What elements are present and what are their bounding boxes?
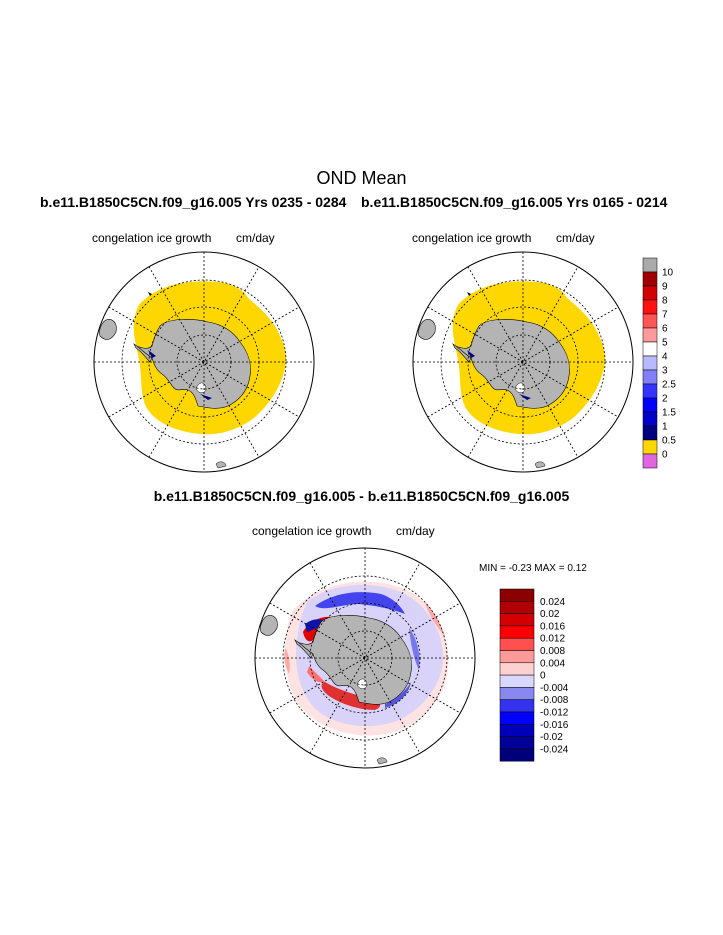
colorbar-top-label: 9 <box>662 282 668 293</box>
colorbar-diff-label: -0.004 <box>540 683 569 694</box>
colorbar-top-swatch <box>642 299 658 315</box>
colorbar-top-label: 0.5 <box>662 436 676 447</box>
colorbar-difference: 0.0240.020.0160.0120.0080.0040-0.004-0.0… <box>499 588 569 762</box>
colorbar-top-swatch <box>642 397 658 413</box>
map-top-left <box>93 251 315 473</box>
colorbar-diff-swatch <box>499 613 535 627</box>
colorbar-diff-label: 0.016 <box>540 621 565 632</box>
colorbar-top-swatch <box>642 257 658 273</box>
colorbar-top-swatch <box>642 383 658 399</box>
colorbar-diff-label: 0.012 <box>540 634 565 645</box>
colorbar-diff-swatch <box>499 687 535 700</box>
colorbar-diff-swatch <box>499 674 535 688</box>
colorbar-top-label: 0 <box>662 450 668 461</box>
colorbar-top-swatch <box>642 425 658 441</box>
colorbar-top-swatch <box>642 369 658 385</box>
run-title-right: b.e11.B1850C5CN.f09_g16.005 Yrs 0165 - 0… <box>361 194 668 210</box>
colorbar-top-swatch <box>642 327 658 343</box>
colorbar-top-label: 1.5 <box>662 408 676 419</box>
units-label-right: cm/day <box>556 231 595 245</box>
colorbar-diff-label: -0.02 <box>540 732 563 743</box>
colorbar-diff-label: 0 <box>540 671 546 682</box>
run-title-difference: b.e11.B1850C5CN.f09_g16.005 - b.e11.B185… <box>153 488 570 504</box>
colorbar-top-label: 7 <box>662 310 668 321</box>
colorbar-top: 10 9 8 7 6 5 4 3 2.5 2 1.5 1 0.5 0 <box>642 257 676 469</box>
colorbar-diff-swatch <box>499 711 535 725</box>
variable-label-right: congelation ice growth <box>412 231 532 245</box>
figure-title: OND Mean <box>316 168 407 188</box>
colorbar-diff-label: -0.024 <box>540 744 569 755</box>
colorbar-top-label: 6 <box>662 324 668 335</box>
colorbar-top-label: 4 <box>662 352 668 363</box>
run-title-left: b.e11.B1850C5CN.f09_g16.005 Yrs 0235 - 0… <box>40 194 347 210</box>
units-label-left: cm/day <box>236 231 275 245</box>
colorbar-diff-swatch <box>499 748 535 762</box>
variable-label-difference: congelation ice growth <box>252 524 372 538</box>
colorbar-top-swatch <box>642 355 658 371</box>
colorbar-top-swatch <box>642 341 658 357</box>
colorbar-diff-label: 0.004 <box>540 658 565 669</box>
map-difference <box>254 547 476 769</box>
colorbar-top-swatch <box>642 439 658 455</box>
colorbar-diff-label: 0.024 <box>540 597 565 608</box>
colorbar-diff-swatch <box>499 650 535 664</box>
map-top-right <box>412 251 634 473</box>
colorbar-diff-label: -0.016 <box>540 720 569 731</box>
colorbar-diff-label: -0.012 <box>540 708 569 719</box>
colorbar-diff-swatch <box>499 625 535 639</box>
colorbar-diff-label: -0.008 <box>540 695 569 706</box>
colorbar-top-label: 2 <box>662 394 668 405</box>
colorbar-top-label: 2.5 <box>662 380 676 391</box>
colorbar-diff-swatch <box>499 662 535 676</box>
colorbar-top-swatch <box>642 271 658 287</box>
colorbar-top-label: 5 <box>662 338 668 349</box>
colorbar-diff-swatch <box>499 699 535 713</box>
colorbar-diff-label: 0.008 <box>540 646 565 657</box>
colorbar-top-swatch <box>642 453 658 469</box>
colorbar-diff-swatch <box>499 724 535 737</box>
colorbar-diff-swatch <box>499 637 535 651</box>
colorbar-diff-swatch <box>499 601 535 614</box>
min-max-label: MIN = -0.23 MAX = 0.12 <box>479 563 587 574</box>
colorbar-top-label: 10 <box>662 268 674 279</box>
colorbar-top-label: 3 <box>662 366 668 377</box>
colorbar-top-label: 1 <box>662 422 668 433</box>
colorbar-top-swatch <box>642 285 658 301</box>
units-label-difference: cm/day <box>396 524 435 538</box>
colorbar-top-swatch <box>642 411 658 427</box>
colorbar-diff-label: 0.02 <box>540 609 560 620</box>
colorbar-diff-swatch <box>499 736 535 750</box>
colorbar-diff-swatch <box>499 588 535 602</box>
variable-label-left: congelation ice growth <box>92 231 212 245</box>
colorbar-top-swatch <box>642 313 658 329</box>
colorbar-top-label: 8 <box>662 296 668 307</box>
